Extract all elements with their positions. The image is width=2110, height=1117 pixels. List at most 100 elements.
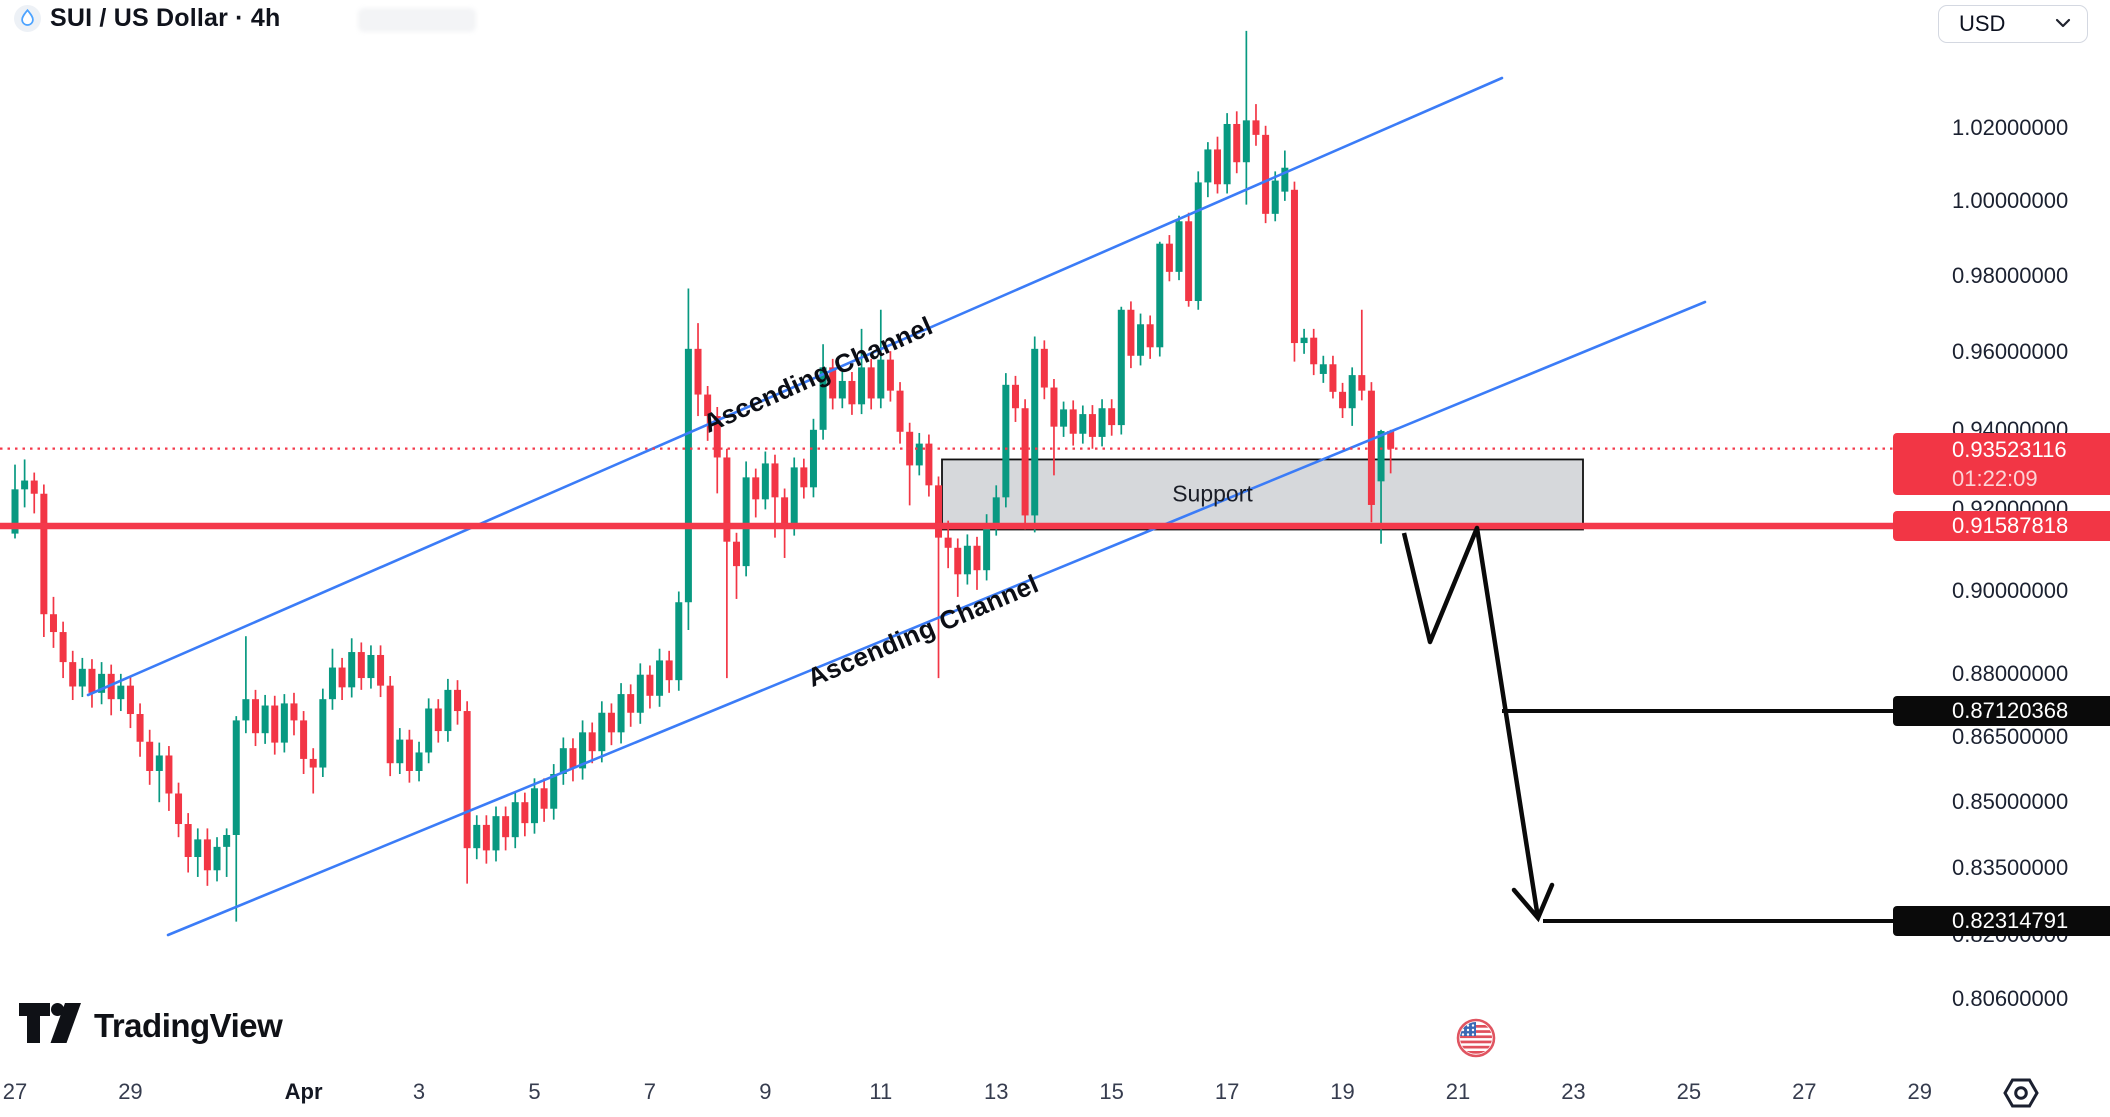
support-zone[interactable] — [941, 458, 1584, 531]
time-axis-label: 13 — [983, 1079, 1009, 1104]
time-axis-label: 27 — [1792, 1079, 1817, 1104]
ascending-channel-line-upper[interactable] — [86, 76, 1504, 697]
candle-down — [944, 537, 952, 548]
candle-up — [328, 667, 336, 700]
candle-up — [261, 705, 269, 734]
candle-up — [280, 703, 288, 743]
candle-up — [194, 839, 202, 858]
candle-up — [963, 545, 971, 575]
candle-up — [223, 834, 231, 847]
candle-down — [1329, 364, 1337, 392]
sui-droplet-icon — [14, 5, 41, 32]
candle-down — [357, 652, 365, 679]
candle-down — [454, 689, 462, 712]
price-axis-label: 0.88000000 — [1952, 660, 2069, 686]
candle-up — [11, 489, 19, 534]
candle-down — [733, 541, 740, 567]
currency-selector[interactable]: USD — [1938, 5, 2088, 43]
candle-up — [1271, 180, 1279, 214]
candle-down — [781, 497, 789, 526]
candle-down — [1252, 120, 1260, 135]
support-zone-label[interactable]: Support — [1172, 480, 1253, 507]
candle-down — [723, 457, 731, 542]
settings-hexagon-icon[interactable] — [2000, 1074, 2042, 1117]
candle-down — [665, 660, 673, 681]
candle-down — [521, 802, 529, 824]
price-axis-label: 0.85000000 — [1952, 789, 2069, 815]
candle-down — [107, 673, 115, 700]
target-level-badge-1: 0.87120368 — [1893, 696, 2110, 727]
candle-down — [1387, 430, 1395, 449]
candle-down — [1214, 149, 1221, 185]
price-axis-label: 0.96000000 — [1952, 338, 2069, 364]
candle-up — [790, 467, 798, 526]
currency-value: USD — [1959, 11, 2006, 36]
candle-up — [98, 673, 106, 693]
candle-up — [78, 668, 86, 687]
ascending-channel-line-lower[interactable] — [166, 300, 1707, 937]
price-axis-label: 1.02000000 — [1952, 114, 2069, 140]
candle-down — [1040, 348, 1048, 388]
candle-up — [1079, 414, 1087, 434]
candle-up — [415, 752, 423, 771]
candle-down — [829, 367, 837, 399]
price-axis-label: 1.00000000 — [1952, 187, 2069, 213]
candle-down — [588, 732, 596, 752]
candle-up — [242, 699, 250, 721]
candle-up — [1060, 409, 1068, 427]
candle-up — [579, 732, 587, 769]
candle-up — [819, 367, 827, 430]
time-axis-label: 27 — [2, 1079, 28, 1104]
candle-up — [21, 480, 29, 490]
candlestick-series[interactable] — [11, 30, 1395, 922]
candle-up — [838, 380, 846, 399]
tradingview-logo[interactable]: TradingView — [18, 1002, 283, 1049]
candle-down — [59, 632, 67, 663]
candle-down — [771, 463, 779, 498]
candle-up — [1300, 337, 1308, 344]
candle-down — [1262, 134, 1270, 214]
candle-down — [1185, 221, 1193, 302]
time-axis-label: Apr — [284, 1079, 323, 1104]
candle-up — [319, 699, 327, 768]
candle-down — [175, 793, 183, 825]
price-axis-label: 0.83500000 — [1952, 855, 2069, 881]
candle-down — [848, 380, 856, 405]
candle-down — [434, 708, 442, 732]
candle-up — [530, 788, 538, 824]
candle-down — [1165, 243, 1173, 272]
us-flag-event-icon[interactable] — [1456, 1018, 1496, 1058]
candle-up — [636, 674, 644, 713]
candle-up — [511, 802, 519, 838]
candle-up — [617, 694, 625, 733]
candle-down — [800, 467, 808, 488]
projection-arrow[interactable] — [1401, 525, 1541, 919]
candle-down — [386, 685, 394, 764]
current-price-badge: 0.93523116 01:22:09 — [1893, 432, 2110, 495]
price-axis-label: 0.86500000 — [1952, 724, 2069, 750]
candle-down — [1108, 408, 1116, 426]
candle-up — [492, 816, 500, 851]
candle-up — [1117, 309, 1125, 426]
candle-down — [1310, 337, 1318, 365]
candle-countdown: 01:22:09 — [1952, 465, 2038, 491]
candle-up — [396, 739, 404, 764]
candle-down — [540, 788, 548, 809]
price-axis-label: 0.90000000 — [1952, 577, 2069, 603]
candle-down — [482, 824, 490, 851]
candle-down — [502, 816, 510, 838]
candle-up — [1031, 348, 1039, 516]
time-axis-label: 5 — [528, 1079, 541, 1104]
time-axis-label: 29 — [118, 1079, 143, 1104]
candle-down — [1146, 324, 1154, 348]
tradingview-logo-icon — [18, 1002, 82, 1049]
candle-up — [1156, 243, 1164, 348]
candle-up — [761, 463, 769, 500]
time-axis-label: 25 — [1676, 1079, 1702, 1104]
candle-down — [704, 394, 712, 417]
current-price-value: 0.93523116 — [1952, 436, 2067, 462]
tradingview-logo-text: TradingView — [94, 1006, 283, 1044]
candle-up — [656, 660, 664, 696]
